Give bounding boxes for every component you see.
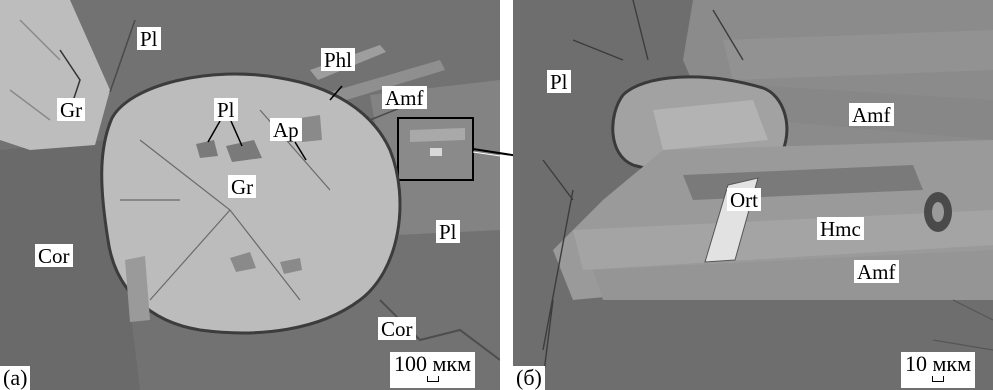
panel-a: Pl Gr Phl Amf Pl Ap Gr Cor Pl Cor (а) 10… [0, 0, 500, 390]
label-amf-top-b: Amf [849, 103, 894, 126]
label-pl-b: Pl [547, 70, 571, 93]
label-pl-top: Pl [137, 27, 161, 50]
label-hmc-b: Hmc [817, 217, 864, 240]
scale-bar-a: 100 мкм [390, 351, 476, 388]
scale-bar-mark-b [932, 376, 945, 382]
label-gr-left: Gr [57, 98, 86, 121]
label-ort-b: Ort [727, 188, 761, 211]
panel-label-a: (а) [0, 366, 31, 390]
panel-b: Pl Amf Ort Hmc Amf (б) 10 мкм [513, 0, 993, 390]
panel-a-micrograph [0, 0, 500, 390]
panel-label-b: (б) [513, 366, 545, 390]
scale-text-b: 10 мкм [905, 351, 972, 376]
label-amf-bottom-b: Amf [854, 260, 899, 283]
label-cor-bottom: Cor [378, 317, 416, 340]
label-pl-right: Pl [436, 220, 460, 243]
label-gr-center: Gr [228, 175, 257, 198]
label-phl: Phl [321, 48, 356, 71]
label-pl-inner: Pl [214, 98, 238, 121]
scale-bar-b: 10 мкм [901, 351, 976, 388]
scale-text-a: 100 мкм [394, 351, 472, 376]
label-amf: Amf [382, 86, 427, 109]
scale-bar-mark-a [426, 376, 439, 382]
label-ap: Ap [270, 118, 302, 141]
label-cor-left: Cor [35, 244, 73, 267]
